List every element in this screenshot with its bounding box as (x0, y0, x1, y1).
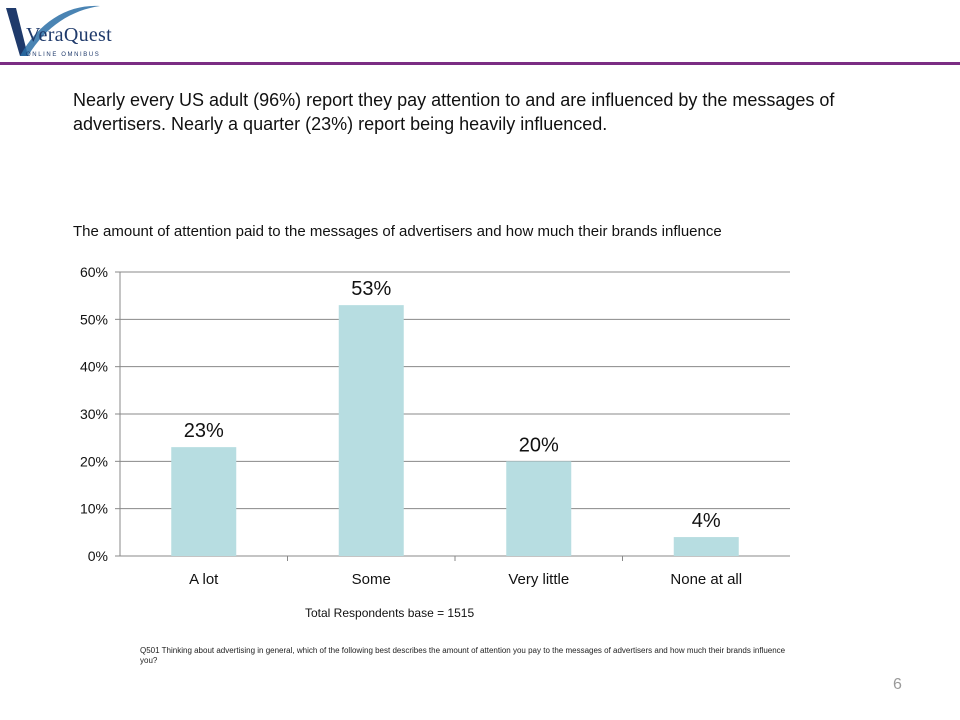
base-note: Total Respondents base = 1515 (305, 606, 475, 620)
data-label: 23% (184, 420, 224, 442)
chart-title: The amount of attention paid to the mess… (73, 223, 722, 240)
question-text: Q501 Thinking about advertising in gener… (140, 646, 786, 665)
y-tick-label: 10% (80, 501, 108, 517)
y-tick-label: 30% (80, 406, 108, 422)
y-tick-label: 0% (88, 548, 108, 564)
x-tick-label: Very little (508, 571, 569, 588)
bar (673, 537, 739, 556)
bar (171, 447, 237, 556)
logo-wordmark: VeraQuest (26, 24, 113, 46)
bar-chart: 0% 10% 20% 30% 40% 50% 60% 23% A lot 53% Some 20% Ve… (80, 264, 790, 588)
veraquest-logo: VeraQuest ONLINE OMNIBUS (0, 0, 120, 66)
logo-tagline: ONLINE OMNIBUS (26, 52, 101, 58)
page-number: 6 (893, 676, 902, 693)
x-tick-label: None at all (670, 571, 742, 588)
data-label: 4% (692, 510, 721, 532)
y-tick-label: 50% (80, 311, 108, 327)
header-rule (0, 62, 960, 65)
y-tick-label: 60% (80, 264, 108, 280)
data-label: 53% (351, 278, 391, 300)
bar (338, 305, 404, 556)
bar (506, 461, 572, 556)
x-tick-label: A lot (189, 571, 219, 588)
y-tick-label: 20% (80, 453, 108, 469)
y-tick-label: 40% (80, 359, 108, 375)
x-tick-label: Some (352, 571, 391, 588)
data-label: 20% (519, 434, 559, 456)
headline: Nearly every US adult (96%) report they … (73, 90, 835, 134)
logo-v-swoosh-icon (6, 5, 100, 56)
